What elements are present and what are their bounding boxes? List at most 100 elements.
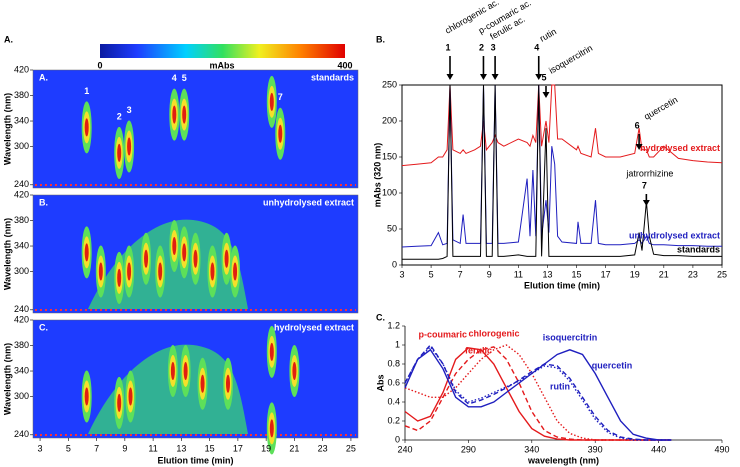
panel-title: standards: [311, 72, 354, 82]
y-tick-label: 420: [14, 314, 29, 324]
y-tick-label: 340: [14, 365, 29, 375]
blob-core: [292, 362, 297, 381]
x-tick-label: 15: [205, 443, 215, 453]
peak-blob: [114, 376, 125, 429]
panel-letter: A.: [4, 34, 13, 44]
arrow-head: [446, 74, 454, 80]
arrow-head: [491, 74, 499, 80]
peak-blob: [81, 370, 92, 423]
y-tick-label: 240: [14, 179, 29, 189]
x-tick-label: 11: [148, 443, 157, 453]
y-tick-label: 380: [14, 215, 29, 225]
blob-core: [170, 362, 175, 381]
peak-blob: [141, 232, 152, 285]
series-line: [401, 84, 723, 167]
blob-core: [269, 342, 274, 361]
y-tick-label: 1: [395, 339, 400, 349]
peak-blob: [179, 88, 190, 141]
y-tick-label: 380: [14, 340, 29, 350]
colorbar-label: mAbs: [209, 60, 234, 70]
peak-number: 7: [642, 180, 647, 190]
panel-label: C.: [39, 322, 48, 332]
x-tick-label: 390: [588, 444, 603, 454]
y-tick-label: 240: [14, 429, 29, 439]
peak-name: isoquercitrin: [547, 43, 594, 76]
y-tick-label: 300: [14, 266, 29, 276]
blob-core: [200, 374, 205, 393]
x-tick-label: 23: [688, 269, 698, 279]
x-tick-label: 440: [651, 444, 666, 454]
blob-core: [269, 419, 274, 438]
x-tick-label: 17: [601, 269, 611, 279]
peak-blob: [114, 251, 125, 304]
peak-blob: [114, 126, 125, 179]
peak-label: 3: [127, 105, 132, 115]
series-label: ferulic: [465, 345, 492, 355]
colorbar: [100, 44, 345, 58]
x-tick-label: 11: [514, 269, 523, 279]
peak-blob: [221, 232, 232, 285]
y-tick-label: 340: [14, 115, 29, 125]
peak-blob: [230, 245, 241, 298]
peak-blob: [207, 245, 218, 298]
peak-blob: [169, 88, 180, 141]
peak-name: rutin: [538, 26, 558, 43]
panel-label: B.: [39, 197, 48, 207]
x-axis-label: Elution time (min): [158, 455, 234, 465]
y-tick-label: 300: [14, 141, 29, 151]
series-label: p-coumaric: [418, 329, 467, 339]
peak-label: 5: [182, 73, 187, 83]
blob-core: [210, 262, 215, 281]
series-line: [404, 348, 672, 441]
y-tick-label: 340: [14, 240, 29, 250]
peak-label: 2: [117, 111, 122, 121]
arrow-head: [479, 74, 487, 80]
series-label: isoquercitrin: [543, 332, 598, 342]
panel-label: A.: [39, 72, 48, 82]
x-tick-label: 3: [38, 443, 43, 453]
y-tick-label: 300: [14, 391, 29, 401]
series-label: unhydrolysed extract: [629, 231, 720, 241]
blob-core: [127, 262, 132, 281]
blob-core: [117, 393, 122, 412]
peak-blob: [266, 402, 277, 455]
peak-blob: [81, 101, 92, 154]
y-axis-label: Abs: [375, 374, 385, 391]
y-tick-label: 420: [14, 64, 29, 74]
x-tick-label: 23: [318, 443, 328, 453]
x-tick-label: 9: [487, 269, 492, 279]
peak-blob: [266, 325, 277, 378]
blob-core: [269, 92, 274, 111]
y-tick-label: 420: [14, 189, 29, 199]
y-tick-label: 0: [395, 434, 400, 444]
y-tick-label: 1.2: [387, 320, 400, 330]
blob-core: [183, 362, 188, 381]
x-tick-label: 240: [397, 444, 412, 454]
series-label: hydrolysed extract: [640, 143, 720, 153]
peak-number: 3: [491, 42, 496, 52]
blob-core: [128, 387, 133, 406]
peak-blob: [124, 245, 135, 298]
y-tick-label: 150: [382, 151, 397, 161]
x-tick-label: 3: [399, 269, 404, 279]
x-tick-label: 25: [346, 443, 356, 453]
x-tick-label: 290: [461, 444, 476, 454]
peak-number: 1: [445, 42, 450, 52]
panel-title: hydrolysed extract: [274, 322, 354, 332]
blob-core: [117, 268, 122, 287]
blob-core: [193, 249, 198, 268]
y-axis-label: Wavelength (nm): [2, 93, 12, 165]
peak-blob: [95, 245, 106, 298]
y-tick-label: 0: [392, 259, 397, 269]
x-tick-label: 7: [94, 443, 99, 453]
y-tick-label: 200: [382, 115, 397, 125]
peak-name: jatrorrhizine: [625, 168, 673, 178]
peak-blob: [81, 226, 92, 279]
peak-label: 7: [278, 92, 283, 102]
peak-number: 4: [534, 42, 539, 52]
x-tick-label: 21: [289, 443, 299, 453]
x-tick-label: 9: [122, 443, 127, 453]
x-axis-label: wavelength (nm): [527, 455, 599, 465]
blob-core: [84, 387, 89, 406]
panel-letter: C.: [376, 312, 385, 322]
